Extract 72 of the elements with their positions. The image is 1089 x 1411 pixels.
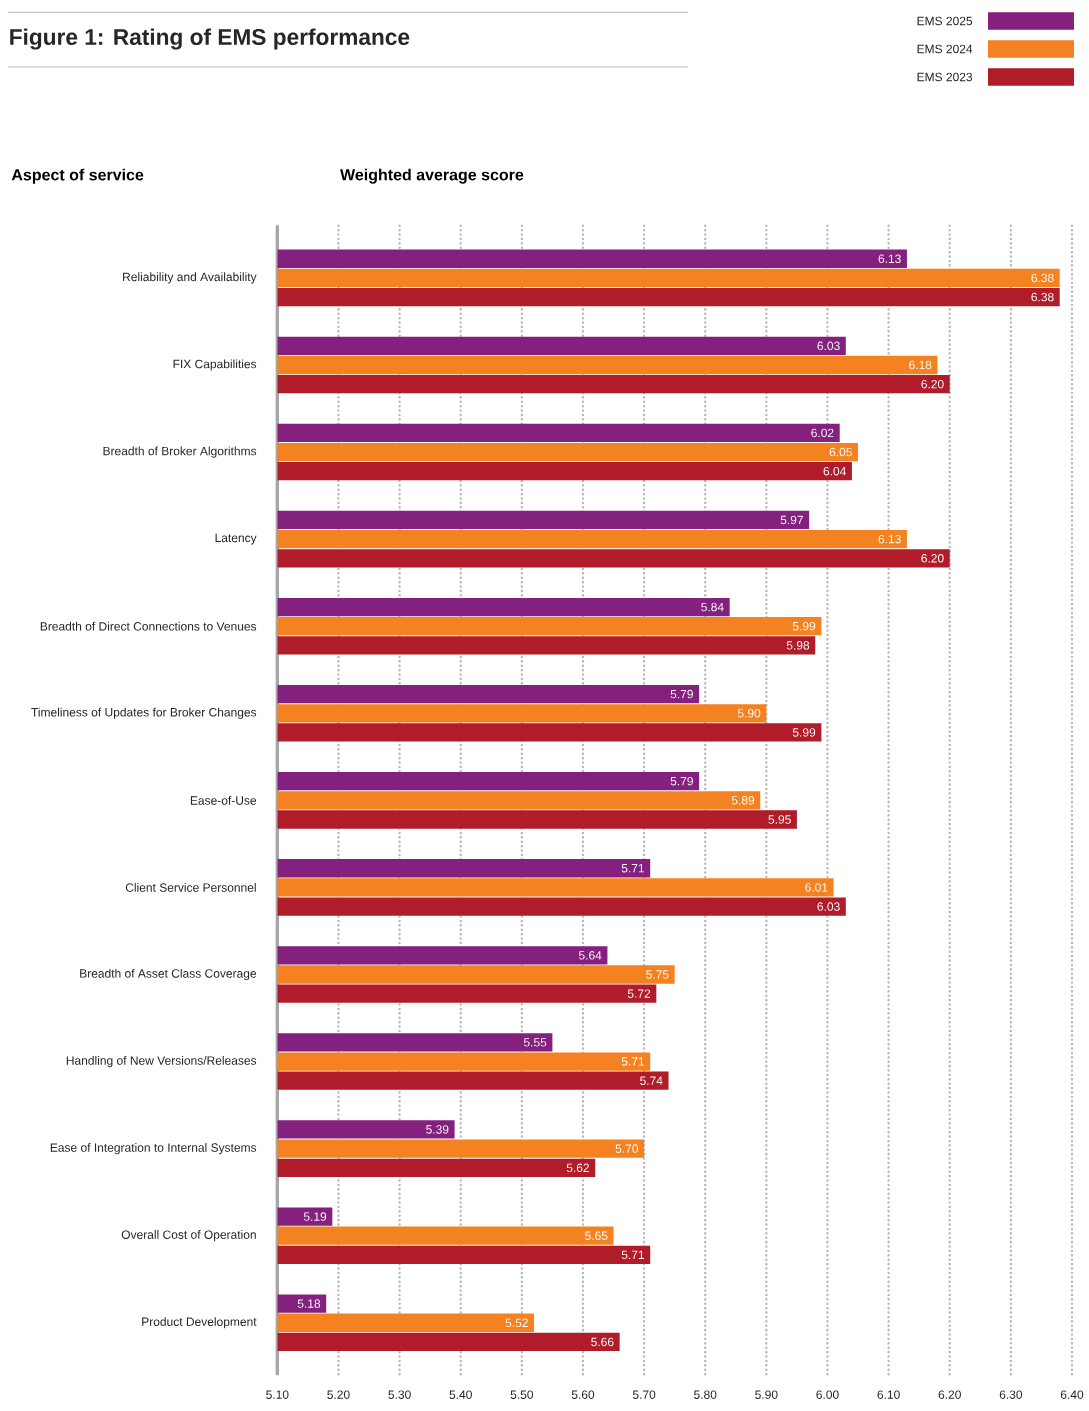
data-label: 6.01 — [805, 883, 828, 892]
data-label: 5.64 — [578, 951, 602, 960]
data-label: 6.03 — [817, 341, 840, 351]
data-label: 5.95 — [768, 815, 791, 824]
y-tick-label: Product Development — [142, 1317, 257, 1329]
x-tick-label: 6.40 — [1060, 1390, 1084, 1399]
x-tick-label: 6.00 — [816, 1390, 839, 1399]
data-label: 6.03 — [817, 902, 840, 911]
x-tick-label: 6.20 — [938, 1390, 961, 1399]
data-label: 5.99 — [792, 728, 816, 737]
y-tick-label: Client Service Personnel — [125, 883, 256, 892]
data-label: 5.97 — [780, 515, 803, 525]
data-label: 5.99 — [792, 621, 816, 631]
x-tick-label: 5.30 — [388, 1390, 411, 1399]
y-tick-label: Breadth of Asset Class Coverage — [80, 968, 257, 981]
data-label: 6.02 — [811, 428, 834, 438]
x-tick-label: 5.80 — [694, 1390, 717, 1399]
data-label: 5.71 — [621, 864, 645, 873]
x-tick-label: 6.30 — [999, 1390, 1023, 1399]
data-label: 5.74 — [640, 1076, 663, 1085]
x-tick-label: 6.10 — [877, 1390, 900, 1399]
data-label: 5.79 — [670, 776, 693, 786]
y-tick-label: Breadth of Broker Algorithms — [103, 446, 257, 458]
data-label: 6.38 — [1031, 292, 1054, 302]
data-label: 6.13 — [878, 534, 901, 544]
data-label: 5.70 — [615, 1144, 639, 1153]
data-label: 5.84 — [701, 602, 724, 612]
y-tick-label: Ease of Integration to Internal Systems — [50, 1143, 257, 1155]
y-tick-label: Ease-of-Use — [190, 795, 257, 805]
x-tick-label: 5.90 — [755, 1390, 778, 1399]
x-tick-label: 5.70 — [632, 1390, 656, 1399]
data-label: 5.90 — [737, 709, 761, 718]
data-label: 5.18 — [297, 1299, 321, 1308]
y-tick-label: Timeliness of Updates for Broker Changes — [31, 707, 257, 719]
data-label: 5.52 — [505, 1318, 528, 1328]
data-label: 6.05 — [829, 447, 852, 457]
data-label: 5.39 — [426, 1125, 449, 1134]
data-label: 5.66 — [591, 1337, 614, 1347]
y-axis-title: Aspect of service — [11, 168, 144, 184]
data-label: 5.75 — [646, 970, 669, 979]
data-label: 6.20 — [921, 379, 944, 389]
data-label: 5.71 — [621, 1250, 645, 1260]
data-label: 6.18 — [909, 360, 932, 370]
data-label: 5.89 — [731, 796, 755, 805]
data-label: 5.62 — [566, 1163, 589, 1173]
x-tick-label: 5.40 — [449, 1390, 472, 1399]
text: EMS 2023 — [917, 72, 973, 82]
chart-title: Figure 1: Rating of EMS performance — [10, 28, 410, 50]
text: EMS 2025 — [917, 16, 973, 26]
data-label: 5.71 — [621, 1057, 645, 1066]
y-tick-label: Reliability and Availability — [123, 272, 257, 284]
y-tick-label: Overall Cost of Operation — [121, 1230, 256, 1242]
data-label: 5.55 — [523, 1038, 547, 1047]
x-tick-label: 5.60 — [571, 1390, 595, 1399]
data-label: 6.13 — [878, 254, 901, 264]
y-tick-label: FIX Capabilities — [173, 359, 257, 371]
y-tick-label: Latency — [215, 533, 257, 545]
data-label: 6.04 — [823, 466, 846, 476]
text: EMS 2024 — [917, 44, 973, 54]
data-label: 6.38 — [1031, 273, 1054, 283]
data-label: 5.79 — [670, 689, 693, 699]
x-tick-label: 5.50 — [510, 1390, 534, 1399]
y-tick-label: Handling of New Versions/Releases — [66, 1055, 257, 1068]
data-label: 6.20 — [921, 554, 944, 563]
y-tick-label: Breadth of Direct Connections to Venues — [40, 621, 257, 631]
data-label: 5.19 — [303, 1212, 327, 1221]
data-label: 5.98 — [786, 641, 810, 650]
x-tick-label: 5.10 — [266, 1390, 289, 1399]
data-label: 5.65 — [585, 1231, 608, 1240]
x-tick-label: 5.20 — [327, 1390, 350, 1399]
x-axis-title: Weighted average score — [340, 168, 524, 184]
data-label: 5.72 — [627, 989, 651, 998]
